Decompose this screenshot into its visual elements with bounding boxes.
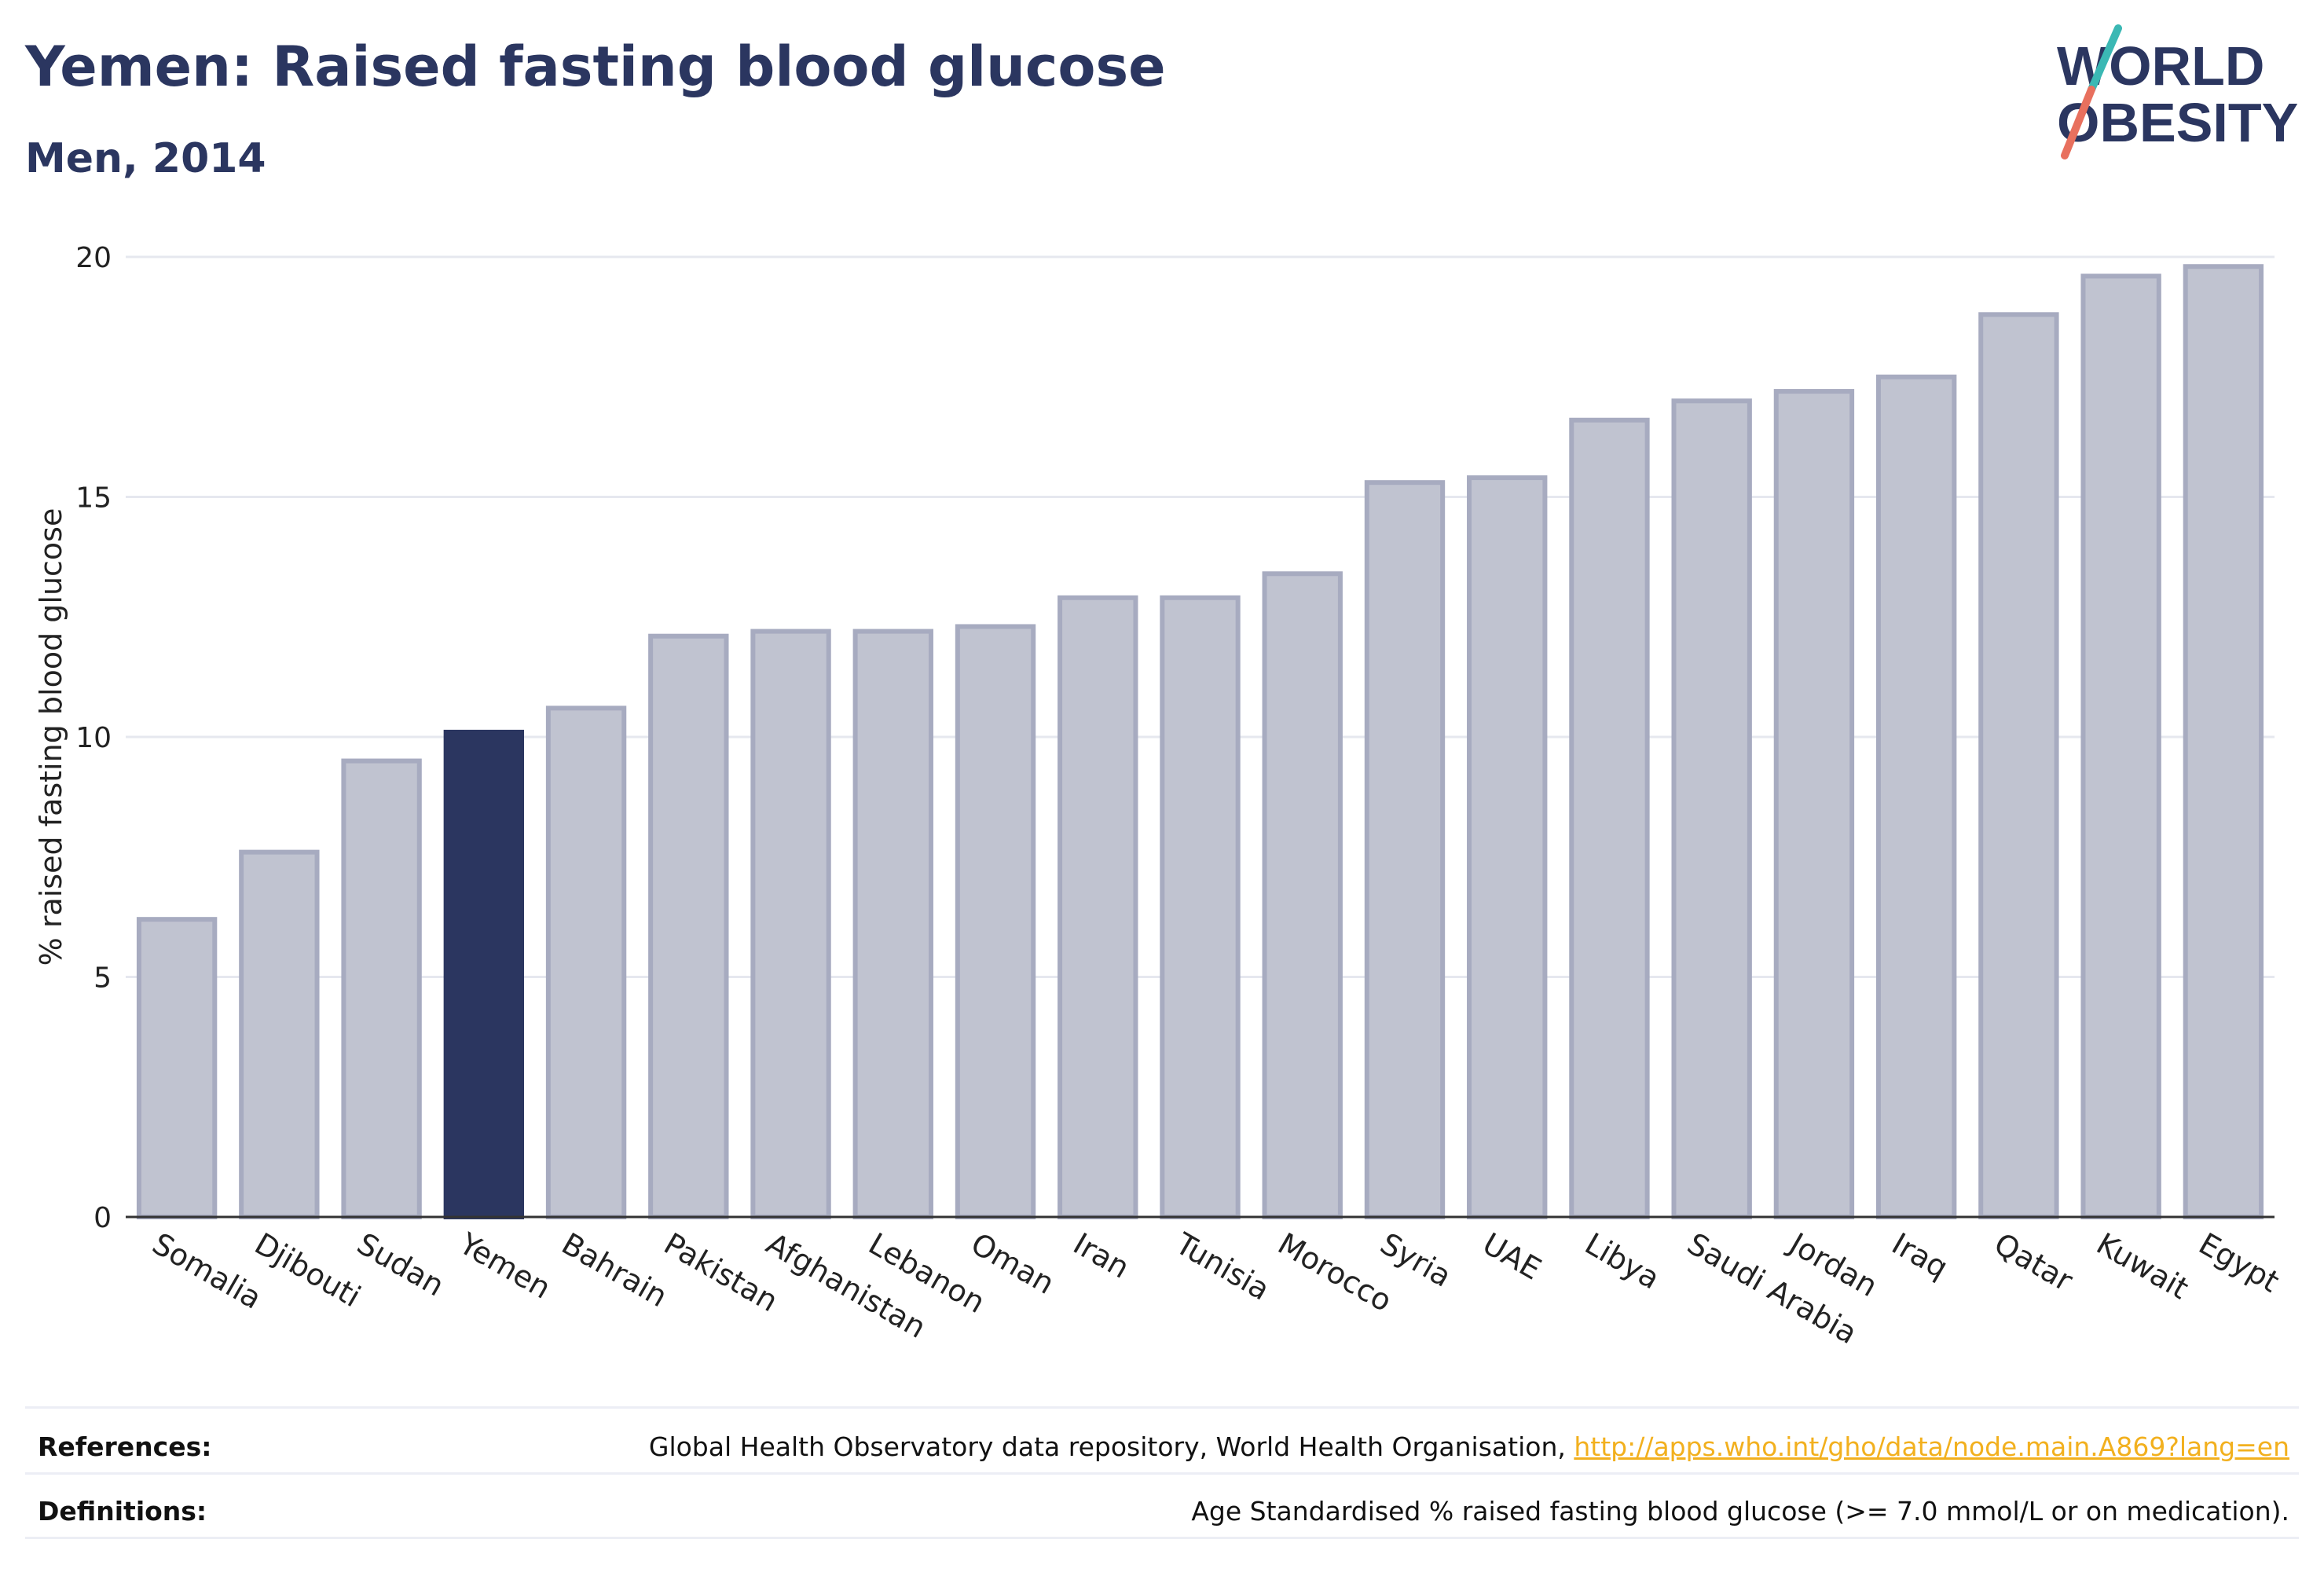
x-tick-label: Iraq xyxy=(1886,1226,1954,1285)
y-tick-label: 20 xyxy=(75,242,112,274)
bar xyxy=(2183,264,2264,1220)
bar xyxy=(2080,273,2161,1220)
definitions-text: Age Standardised % raised fasting blood … xyxy=(1191,1496,2289,1527)
bar xyxy=(341,758,422,1219)
x-tick-label: Pakistan xyxy=(658,1226,784,1319)
x-tick-label: Sudan xyxy=(351,1226,450,1303)
chart-title: Yemen: Raised fasting blood glucose xyxy=(25,35,1166,99)
x-tick-label: Libya xyxy=(1579,1226,1666,1296)
x-tick-label: Egypt xyxy=(2193,1226,2285,1299)
x-tick-label: Morocco xyxy=(1272,1226,1398,1319)
y-tick-label: 10 xyxy=(75,722,112,754)
chart-subtitle: Men, 2014 xyxy=(25,135,266,182)
bar xyxy=(239,849,320,1219)
definitions-label: Definitions: xyxy=(38,1496,207,1527)
bar-chart: 0 5 10 15 20 % raised fasting blood glucose So… xyxy=(34,242,2285,1351)
bar-highlight xyxy=(443,729,525,1219)
footer-divider-top xyxy=(25,1406,2299,1409)
logo-slash-coral xyxy=(2061,86,2095,159)
x-tick-label: Bahrain xyxy=(556,1226,673,1314)
x-tick-label: Tunisia xyxy=(1169,1226,1275,1307)
x-tick-label: Somalia xyxy=(147,1226,268,1316)
x-tick-label: UAE xyxy=(1477,1226,1547,1287)
bar xyxy=(136,917,218,1220)
x-tick-label: Yemen xyxy=(453,1226,556,1306)
footer-divider-bottom xyxy=(25,1537,2299,1539)
x-tick-label: Kuwait xyxy=(2091,1226,2194,1307)
references-text: Global Health Observatory data repositor… xyxy=(649,1431,2289,1462)
bar xyxy=(1160,595,1241,1219)
x-tick-label: Qatar xyxy=(1989,1226,2079,1299)
y-tick-label: 5 xyxy=(93,962,112,995)
x-tick-label: Iran xyxy=(1068,1226,1135,1285)
bar xyxy=(1467,475,1548,1219)
bar xyxy=(648,633,729,1219)
bar xyxy=(1671,398,1752,1219)
footer-divider-middle xyxy=(25,1472,2299,1475)
logo-word-obesity: OBESITY xyxy=(2057,92,2298,153)
bar xyxy=(852,629,933,1219)
bar xyxy=(1364,480,1446,1219)
references-label: References: xyxy=(38,1431,212,1462)
bar xyxy=(1773,389,1855,1220)
bar xyxy=(750,629,831,1219)
bar xyxy=(1569,417,1650,1219)
references-link[interactable]: http://apps.who.int/gho/data/node.main.A… xyxy=(1574,1431,2289,1462)
logo-slash-teal xyxy=(2088,24,2122,93)
y-tick-label: 0 xyxy=(93,1202,112,1234)
references-source: Global Health Observatory data repositor… xyxy=(648,1431,1574,1462)
world-obesity-logo: WORLD OBESITY xyxy=(2057,24,2298,159)
y-tick-label: 15 xyxy=(75,482,112,515)
y-axis-label: % raised fasting blood glucose xyxy=(34,508,68,966)
bar xyxy=(1058,595,1138,1219)
x-tick-label: Djibouti xyxy=(249,1226,367,1314)
bar xyxy=(1262,571,1343,1219)
x-tick-label: Saudi Arabia xyxy=(1681,1226,1863,1351)
bar xyxy=(955,624,1036,1219)
bar xyxy=(1978,312,2059,1220)
bar xyxy=(1875,374,1957,1219)
bar xyxy=(545,706,627,1219)
